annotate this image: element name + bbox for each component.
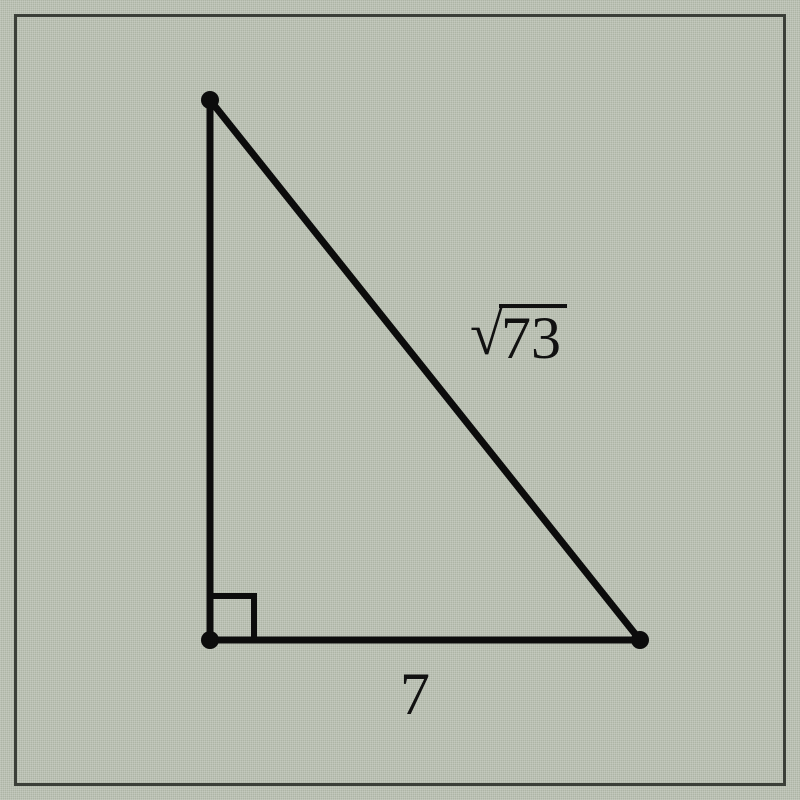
triangle-hypotenuse [210, 100, 640, 640]
hypotenuse-value: 73 [499, 304, 567, 368]
right-angle-marker [210, 596, 254, 640]
vertex-bottom-right [631, 631, 649, 649]
vertex-top [201, 91, 219, 109]
hypotenuse-label: √ 73 [470, 300, 567, 369]
base-label: 7 [400, 660, 430, 729]
vertex-bottom-left [201, 631, 219, 649]
